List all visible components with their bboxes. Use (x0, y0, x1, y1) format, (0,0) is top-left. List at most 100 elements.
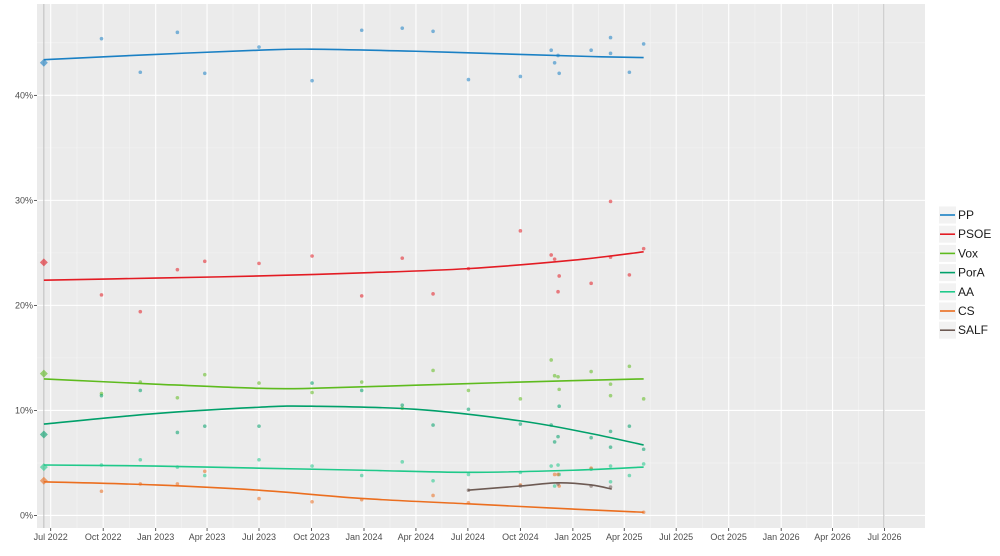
legend-label-cs: CS (958, 304, 975, 318)
x-tick-label: Apr 2025 (606, 532, 643, 542)
trend-line-salf (467, 482, 612, 491)
poll-point-pora (99, 393, 104, 398)
poll-point-pp (552, 61, 557, 65)
x-tick-label: Jan 2025 (554, 532, 591, 542)
poll-point-vox (627, 364, 632, 369)
poll-point-aa (556, 463, 560, 467)
x-tick-label: Jul 2023 (242, 532, 276, 542)
grid-minor (37, 4, 925, 528)
poll-point-vox (431, 368, 435, 373)
poll-point-vox (257, 381, 261, 385)
poll-point-pp (400, 26, 405, 30)
poll-point-vox (202, 372, 207, 377)
x-tick-label: Jul 2022 (34, 532, 68, 542)
poll-point-vox (310, 390, 314, 395)
legend-label-pora: PorA (958, 266, 985, 280)
poll-point-vox (641, 397, 646, 401)
poll-point-aa (138, 457, 143, 462)
poll-point-psoe (641, 246, 646, 251)
x-tick-label: Oct 2024 (502, 532, 539, 542)
poll-point-pp (589, 48, 593, 53)
x-tick-label: Jan 2026 (763, 532, 800, 542)
election-result-pp (39, 58, 48, 67)
poll-point-pp (202, 71, 207, 76)
poll-point-pora (641, 447, 646, 452)
poll-point-pp (549, 48, 553, 53)
poll-point-vox (556, 374, 560, 379)
poll-point-psoe (257, 261, 261, 266)
poll-point-cs (99, 489, 104, 494)
y-tick-label: 40% (15, 90, 33, 100)
poll-point-aa (257, 457, 261, 462)
poll-point-cs (431, 493, 435, 498)
poll-point-pp (557, 71, 561, 76)
poll-point-vox (518, 397, 523, 401)
poll-point-psoe (431, 292, 435, 296)
poll-point-cs (552, 472, 557, 477)
poll-point-vox (589, 369, 593, 374)
legend: PP PSOE Vox PorA AA CS SALF (937, 205, 995, 341)
x-tick-label: Jul 2026 (867, 532, 901, 542)
poll-point-cs (310, 499, 314, 504)
x-tick-label: Jul 2024 (451, 532, 485, 542)
poll-point-aa (400, 460, 405, 464)
poll-point-aa (466, 472, 471, 477)
x-tick-label: Apr 2026 (814, 532, 851, 542)
poll-point-psoe (202, 259, 207, 264)
poll-point-pora (257, 424, 261, 428)
poll-point-pora (175, 430, 180, 435)
poll-point-psoe (608, 199, 613, 204)
poll-point-aa (608, 464, 613, 468)
legend-label-aa: AA (958, 285, 974, 299)
poll-point-aa (552, 484, 557, 488)
y-tick-label: 10% (15, 405, 33, 415)
poll-point-pora (518, 422, 523, 426)
trend-line-psoe (43, 251, 644, 281)
poll-point-cs (257, 496, 261, 501)
poll-point-vox (549, 358, 553, 362)
poll-point-psoe (627, 273, 632, 277)
poll-point-pora (202, 424, 207, 428)
poll-point-psoe (359, 294, 364, 298)
poll-point-pp (627, 70, 632, 75)
poll-point-pora (589, 435, 593, 440)
poll-point-pora (431, 423, 435, 427)
legend-label-psoe: PSOE (958, 227, 991, 241)
poll-point-vox (175, 395, 180, 400)
poll-point-aa (359, 473, 364, 478)
trend-line-cs (43, 481, 644, 514)
poll-point-pp (641, 42, 646, 46)
poll-point-vox (608, 382, 613, 386)
poll-point-aa (608, 479, 613, 484)
poll-point-pp (175, 30, 180, 35)
election-results (39, 58, 48, 485)
poll-point-pp (518, 74, 523, 79)
poll-point-psoe (589, 281, 593, 286)
poll-point-psoe (138, 309, 143, 314)
poll-point-vox (608, 393, 613, 398)
poll-point-psoe (557, 274, 561, 278)
x-tick-label: Oct 2022 (85, 532, 122, 542)
poll-point-psoe (175, 267, 180, 272)
x-tick-label: Apr 2024 (398, 532, 435, 542)
poll-point-psoe (556, 289, 560, 294)
x-tick-label: Oct 2023 (293, 532, 330, 542)
poll-point-pp (138, 70, 143, 75)
poll-point-psoe (518, 229, 523, 233)
poll-point-pp (310, 78, 314, 83)
poll-point-psoe (400, 256, 405, 260)
trend-lines (43, 48, 644, 514)
election-result-cs (39, 476, 48, 485)
poll-point-aa (627, 473, 632, 478)
poll-point-cs (175, 482, 180, 486)
legend-label-vox: Vox (958, 246, 978, 260)
trend-line-aa (43, 464, 644, 474)
poll-point-pora (556, 434, 560, 439)
poll-point-aa (202, 473, 207, 478)
legend-label-pp: PP (958, 208, 974, 222)
poll-point-cs (202, 469, 207, 474)
poll-point-cs (556, 472, 560, 477)
poll-point-pp (359, 28, 364, 33)
poll-point-vox (466, 388, 471, 393)
